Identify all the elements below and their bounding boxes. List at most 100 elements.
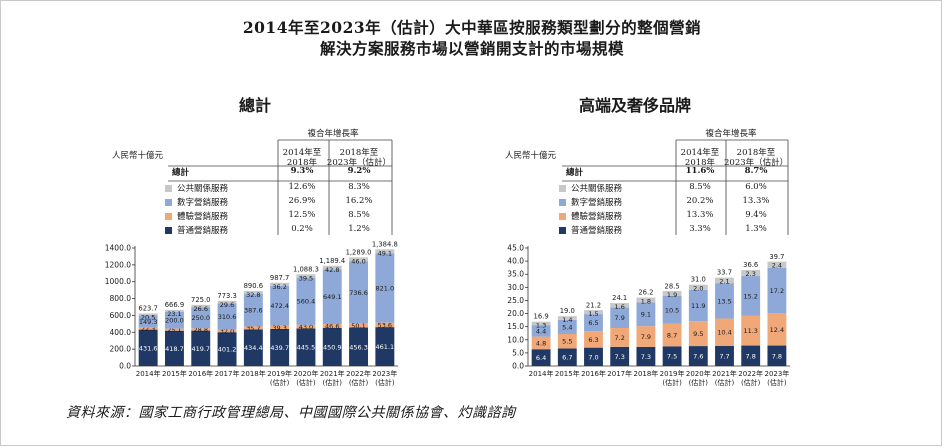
bar-segment [191,307,211,329]
bar-value-label: 5.4 [562,323,572,331]
bar-value-label: 28.8 [194,326,208,334]
bar-value-label: 32.0 [220,327,234,335]
bar-segment [375,249,395,254]
bar-segment [688,289,708,322]
y-tick-label: 10.0 [507,335,524,344]
bar-value-label: 49.1 [378,249,392,257]
legend-label: 普通營銷服務 [571,226,623,236]
bar-segment [636,346,656,366]
bar-segment [243,329,263,366]
cagr-value-2014-2018: 12.5% [288,210,316,220]
x-tick-label: 2019年 [660,369,685,378]
bar-value-label: 53.6 [378,321,392,329]
bar-segment [296,277,316,325]
legend-swatch [165,213,172,220]
bar-segment [531,325,551,337]
bar-segment [349,323,369,328]
legend-swatch [165,227,172,234]
x-tick-label: 2022年 [346,369,371,378]
bar-total-label: 1,189.4 [319,257,345,265]
bar-value-label: 7.2 [615,334,625,342]
bar-value-label: 15.2 [743,292,757,300]
bar-value-label: 461.1 [376,343,395,351]
bar-value-label: 439.7 [270,344,289,352]
bar-value-label: 9.5 [693,330,703,338]
bar-segment [349,261,369,324]
bar-value-label: 32.8 [246,291,260,299]
bar-value-label: 7.9 [641,333,651,341]
bar-total-label: 31.0 [691,276,706,284]
legend-label: 數字營銷服務 [177,198,229,208]
bar-value-label: 7.7 [719,352,729,360]
left-col1-header-l1: 2014年至 [282,148,322,158]
cagr-value-2018-2023: 13.3% [742,196,770,206]
bar-segment [138,315,158,328]
bar-value-label: 17.2 [770,287,784,295]
x-tick-label: 2016年 [188,369,213,378]
legend-row-1-0: 總計 [566,166,583,178]
bar-segment [375,327,395,366]
bar-value-label: 456.3 [349,343,368,351]
y-tick-label: 800.0 [110,294,132,303]
cagr-value-2018-2023: 8.5% [348,210,370,220]
legend-label: 總計 [566,168,584,178]
figure-title-line-1: 2014年至2023年（估計）大中華區按服務類型劃分的整個營銷 [242,18,702,37]
bar-segment [557,348,577,366]
x-tick-label: 2017年 [215,369,240,378]
y-tick-label: 35.0 [507,270,524,279]
legend-swatch [165,199,172,206]
bar-segment [217,329,237,333]
legend-swatch [165,185,172,192]
bar-value-label: 50.1 [351,322,365,330]
bar-segment [741,345,761,366]
bar-segment [138,327,158,330]
bar-value-label: 419.7 [191,345,210,353]
bar-segment [767,313,787,346]
bar-segment [557,334,577,349]
bar-segment [164,328,184,331]
bar-value-label: 1.5 [588,310,598,318]
y-tick-label: 5.0 [512,348,524,357]
bar-segment [217,332,237,366]
bar-value-label: 10.4 [717,329,731,337]
bar-segment [688,284,708,290]
bar-segment [715,345,734,366]
y-tick-label: 600.0 [110,311,132,320]
legend-row-0-4: 普通營銷服務 [165,224,228,236]
y-tick-label: 15.0 [507,322,524,331]
bar-value-label: 43.0 [299,323,313,331]
x-tick-label: 2020年 [294,369,319,378]
legend-swatch [559,185,566,192]
bar-segment [610,327,630,347]
bar-value-label: 649.1 [323,293,342,301]
legend-row-1-3: 體驗營銷服務 [559,210,622,222]
bar-segment [243,326,263,330]
cagr-value-2014-2018: 0.2% [291,224,313,234]
bar-segment [741,276,761,316]
bar-value-label: 200.0 [165,317,184,325]
bar-value-label: 4.8 [536,339,546,347]
cagr-value-2018-2023: 16.2% [345,196,373,206]
bar-value-label: 5.5 [562,338,572,346]
bar-segment [767,345,787,366]
bar-value-label: 1.8 [641,298,651,306]
cagr-value-2018-2023: 6.0% [745,182,767,192]
bar-value-label: 10.5 [665,306,679,314]
x-tick-label: (估計) [767,378,787,387]
bar-total-label: 623.7 [138,304,157,312]
y-tick-label: 0.0 [512,362,524,371]
y-tick-label: 400.0 [110,328,132,337]
bar-segment [662,295,682,324]
bar-segment [715,277,734,284]
bar-segment [531,336,551,350]
bar-segment [138,329,158,366]
right-unit-label: 人民幣十億元 [505,151,557,161]
right-col2-header-l1: 2018年至 [736,148,776,158]
bar-total-label: 39.7 [769,253,784,261]
bar-value-label: 39.3 [272,324,286,332]
cagr-value-2018-2023: 8.3% [348,182,370,192]
x-tick-label: 2019年 [267,369,292,378]
bar-total-label: 33.7 [717,269,732,277]
right-cagr-header: 複合年增長率 [705,129,757,139]
